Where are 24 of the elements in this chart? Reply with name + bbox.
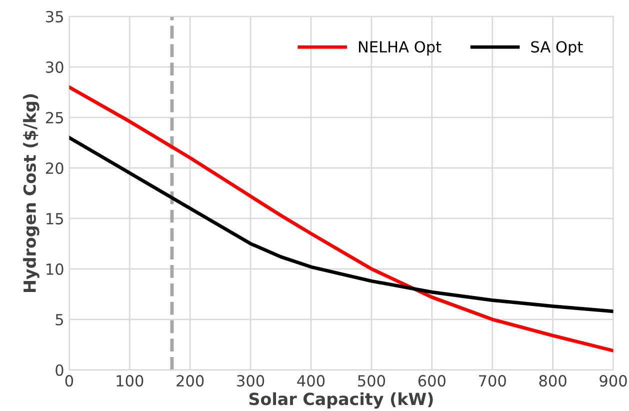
legend-label: SA Opt	[531, 41, 583, 56]
y-tick-label: 0	[56, 364, 64, 376]
y-axis-title: Hydrogen Cost ($/kg)	[23, 94, 40, 292]
y-tick-label: 35	[46, 10, 63, 22]
y-tick-label: 30	[46, 61, 64, 73]
legend-label: NELHA Opt	[358, 41, 442, 56]
line-series	[69, 85, 614, 352]
y-tick-label: 10	[46, 263, 64, 275]
x-tick-label: 700	[479, 375, 506, 387]
x-tick-label: 600	[418, 375, 446, 387]
x-tick-label: 300	[237, 375, 264, 387]
x-tick-label: 100	[116, 375, 144, 387]
x-tick-label: 200	[176, 375, 204, 387]
y-tick-label: 25	[46, 112, 63, 124]
x-axis-title: Solar Capacity (kW)	[249, 392, 433, 409]
x-tick-label: 400	[297, 375, 325, 387]
y-tick-label: 15	[46, 213, 63, 224]
x-tick-label: 800	[539, 375, 566, 387]
line-series	[69, 136, 614, 314]
x-tick-label: 500	[358, 375, 386, 387]
y-tick-label: 20	[46, 162, 64, 174]
y-tick-label: 5	[56, 314, 63, 326]
x-tick-label: 0	[65, 375, 74, 387]
x-tick-label: 900	[600, 375, 627, 387]
